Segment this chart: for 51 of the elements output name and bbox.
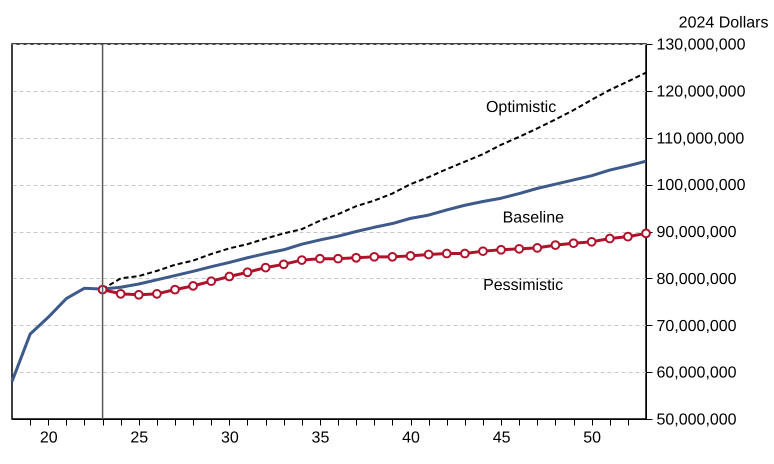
point <box>242 267 252 278</box>
series-label: Optimistic <box>486 98 556 116</box>
point <box>188 281 198 291</box>
point <box>333 254 343 264</box>
series-label: Pessimistic <box>483 276 564 294</box>
y-tick-label: 50,000,000 <box>656 412 737 428</box>
point <box>315 254 325 264</box>
point <box>586 236 597 247</box>
point <box>460 248 470 258</box>
point <box>116 288 126 299</box>
y-tick-label: 100,000,000 <box>656 177 746 194</box>
point <box>604 234 615 244</box>
line-series <box>10 160 648 383</box>
point <box>641 228 651 238</box>
point <box>351 252 362 263</box>
point <box>623 232 633 242</box>
point <box>278 259 289 270</box>
x-tick-label: 50 <box>583 430 602 446</box>
point <box>478 246 488 256</box>
point <box>568 238 578 248</box>
x-tick-label: 20 <box>40 430 58 446</box>
y-tick-label: 80,000,000 <box>656 270 737 288</box>
x-tick-label: 30 <box>220 430 239 446</box>
point <box>170 284 180 294</box>
y-tick-label: 130,000,000 <box>656 36 746 54</box>
point <box>514 244 524 254</box>
point <box>152 288 162 299</box>
point <box>260 262 270 272</box>
x-tick-label: 40 <box>402 430 420 446</box>
y-tick-label: 60,000,000 <box>656 364 737 382</box>
point <box>388 252 398 262</box>
y-tick-label: 110,000,000 <box>656 130 744 148</box>
point <box>424 250 434 260</box>
point <box>134 290 144 300</box>
point <box>442 248 452 258</box>
point <box>369 252 380 262</box>
y-axis-title: 2024 Dollars <box>678 14 768 32</box>
x-tick-label: 45 <box>492 430 511 446</box>
point <box>206 276 216 286</box>
x-tick-label: 25 <box>130 430 148 446</box>
y-tick-label: 90,000,000 <box>656 224 737 241</box>
point <box>532 243 542 253</box>
point <box>550 240 560 250</box>
y-tick-label: 70,000,000 <box>656 318 737 335</box>
point <box>406 251 416 261</box>
series-label: Baseline <box>502 209 564 226</box>
point <box>224 272 234 282</box>
point <box>496 244 506 255</box>
y-tick-label: 120,000,000 <box>656 83 746 100</box>
point <box>296 255 307 265</box>
x-tick-label: 35 <box>312 430 330 446</box>
